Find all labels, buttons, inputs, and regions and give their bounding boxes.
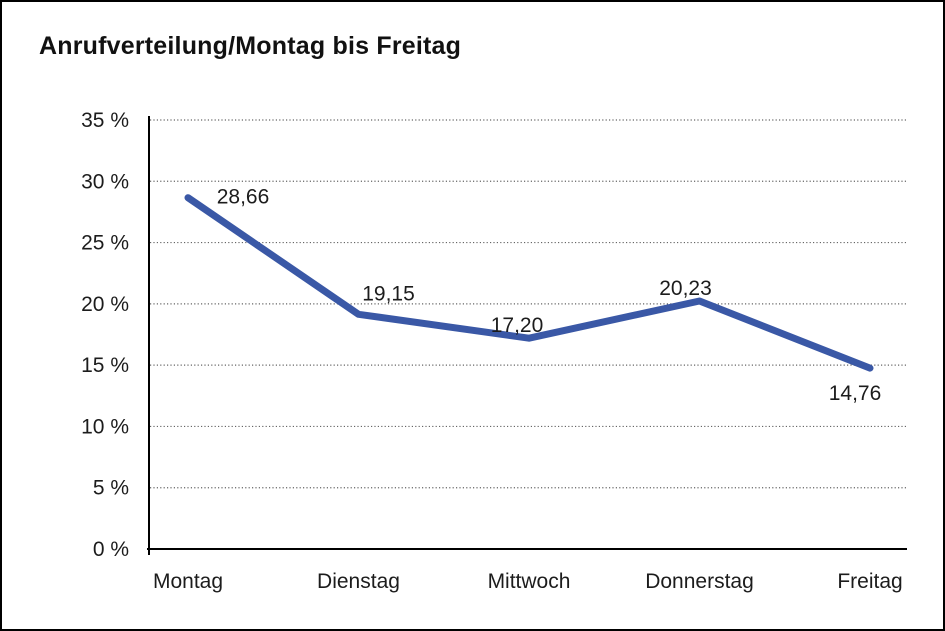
chart-title: Anrufverteilung/Montag bis Freitag — [39, 32, 462, 60]
y-tick-label: 35 % — [81, 109, 129, 132]
data-line — [184, 194, 874, 372]
x-category-label: Donnerstag — [645, 570, 754, 593]
data-point-label: 20,23 — [659, 277, 712, 300]
y-tick-label: 30 % — [81, 170, 129, 193]
x-category-label: Mittwoch — [488, 570, 571, 593]
y-tick-label: 25 % — [81, 232, 129, 255]
y-tick-label: 15 % — [81, 354, 129, 377]
x-category-label: Freitag — [837, 570, 902, 593]
data-point-label: 19,15 — [362, 282, 415, 305]
y-tick-label: 5 % — [93, 477, 129, 500]
data-point-label: 14,76 — [829, 382, 882, 405]
data-point-label: 17,20 — [491, 314, 544, 337]
x-category-label: Dienstag — [317, 570, 400, 593]
y-tick-label: 20 % — [81, 293, 129, 316]
data-point-label: 28,66 — [217, 186, 270, 209]
y-tick-label: 10 % — [81, 415, 129, 438]
x-category-label: Montag — [153, 570, 223, 593]
y-tick-label: 0 % — [93, 538, 129, 561]
